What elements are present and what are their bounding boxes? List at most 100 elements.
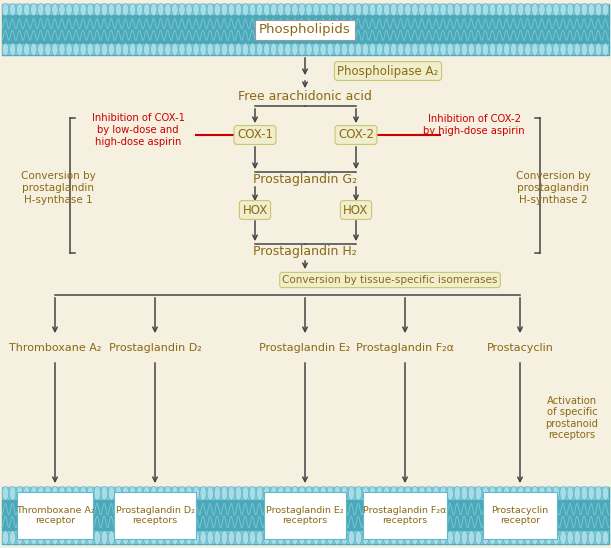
Ellipse shape: [24, 487, 30, 500]
Ellipse shape: [229, 43, 235, 55]
Ellipse shape: [518, 531, 524, 545]
Ellipse shape: [355, 531, 362, 545]
Text: Phospholipids: Phospholipids: [259, 24, 351, 37]
Ellipse shape: [475, 3, 481, 16]
Ellipse shape: [285, 487, 291, 500]
Ellipse shape: [595, 487, 602, 500]
Ellipse shape: [602, 531, 609, 545]
Ellipse shape: [59, 43, 65, 55]
Ellipse shape: [2, 43, 9, 55]
Ellipse shape: [404, 3, 411, 16]
Ellipse shape: [419, 487, 425, 500]
Ellipse shape: [179, 487, 185, 500]
Text: Prostacyclin: Prostacyclin: [486, 343, 554, 353]
Ellipse shape: [45, 487, 51, 500]
Ellipse shape: [271, 43, 277, 55]
Ellipse shape: [291, 43, 298, 55]
Ellipse shape: [299, 3, 305, 16]
Ellipse shape: [179, 43, 185, 55]
Ellipse shape: [87, 3, 93, 16]
Ellipse shape: [390, 487, 397, 500]
Ellipse shape: [595, 3, 602, 16]
Ellipse shape: [108, 487, 115, 500]
Ellipse shape: [277, 531, 284, 545]
Ellipse shape: [313, 487, 320, 500]
Ellipse shape: [404, 43, 411, 55]
Ellipse shape: [334, 43, 340, 55]
Ellipse shape: [362, 3, 368, 16]
Ellipse shape: [80, 3, 86, 16]
Ellipse shape: [348, 487, 354, 500]
Ellipse shape: [9, 487, 16, 500]
Ellipse shape: [9, 531, 16, 545]
Ellipse shape: [158, 531, 164, 545]
Ellipse shape: [553, 531, 559, 545]
Ellipse shape: [221, 43, 227, 55]
Ellipse shape: [320, 487, 326, 500]
Ellipse shape: [94, 487, 100, 500]
Ellipse shape: [229, 487, 235, 500]
Ellipse shape: [243, 487, 249, 500]
Text: Prostaglandin F₂α
receptors: Prostaglandin F₂α receptors: [364, 506, 447, 525]
Ellipse shape: [546, 487, 552, 500]
Text: Prostaglandin G₂: Prostaglandin G₂: [253, 173, 357, 186]
Text: Inhibition of COX-1
by low-dose and
high-dose aspirin: Inhibition of COX-1 by low-dose and high…: [92, 113, 185, 147]
Ellipse shape: [16, 43, 23, 55]
Ellipse shape: [313, 3, 320, 16]
Ellipse shape: [341, 531, 348, 545]
Bar: [114, 492, 196, 539]
Ellipse shape: [390, 43, 397, 55]
Ellipse shape: [214, 531, 221, 545]
Ellipse shape: [475, 531, 481, 545]
Ellipse shape: [370, 487, 376, 500]
Ellipse shape: [489, 43, 496, 55]
Ellipse shape: [94, 531, 100, 545]
Ellipse shape: [461, 531, 467, 545]
Ellipse shape: [285, 531, 291, 545]
Ellipse shape: [214, 43, 221, 55]
Ellipse shape: [66, 531, 72, 545]
Ellipse shape: [588, 43, 595, 55]
Ellipse shape: [532, 3, 538, 16]
Ellipse shape: [9, 3, 16, 16]
Ellipse shape: [489, 487, 496, 500]
Text: Conversion by
prostaglandin
H-synthase 2: Conversion by prostaglandin H-synthase 2: [516, 172, 590, 204]
Ellipse shape: [376, 531, 382, 545]
Ellipse shape: [108, 3, 115, 16]
Ellipse shape: [2, 487, 9, 500]
Ellipse shape: [503, 43, 510, 55]
Ellipse shape: [59, 3, 65, 16]
Ellipse shape: [454, 43, 461, 55]
Ellipse shape: [518, 3, 524, 16]
Ellipse shape: [447, 531, 453, 545]
Ellipse shape: [461, 43, 467, 55]
Ellipse shape: [581, 487, 587, 500]
Ellipse shape: [52, 487, 58, 500]
Ellipse shape: [376, 487, 382, 500]
Ellipse shape: [257, 531, 263, 545]
Ellipse shape: [334, 487, 340, 500]
Ellipse shape: [59, 531, 65, 545]
Ellipse shape: [567, 43, 573, 55]
Ellipse shape: [468, 43, 475, 55]
Ellipse shape: [200, 43, 207, 55]
Ellipse shape: [440, 3, 446, 16]
Ellipse shape: [285, 3, 291, 16]
Ellipse shape: [503, 3, 510, 16]
Ellipse shape: [532, 43, 538, 55]
Ellipse shape: [221, 531, 227, 545]
Ellipse shape: [468, 487, 475, 500]
Ellipse shape: [16, 3, 23, 16]
Ellipse shape: [186, 43, 192, 55]
Ellipse shape: [52, 3, 58, 16]
Ellipse shape: [38, 531, 44, 545]
Ellipse shape: [136, 3, 143, 16]
Ellipse shape: [475, 43, 481, 55]
Ellipse shape: [440, 43, 446, 55]
Ellipse shape: [235, 531, 241, 545]
Ellipse shape: [398, 43, 404, 55]
Ellipse shape: [574, 531, 580, 545]
Ellipse shape: [271, 3, 277, 16]
Ellipse shape: [362, 43, 368, 55]
Ellipse shape: [24, 43, 30, 55]
